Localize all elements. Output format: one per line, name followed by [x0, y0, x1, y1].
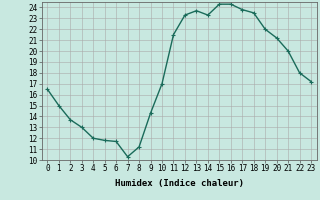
X-axis label: Humidex (Indice chaleur): Humidex (Indice chaleur) — [115, 179, 244, 188]
